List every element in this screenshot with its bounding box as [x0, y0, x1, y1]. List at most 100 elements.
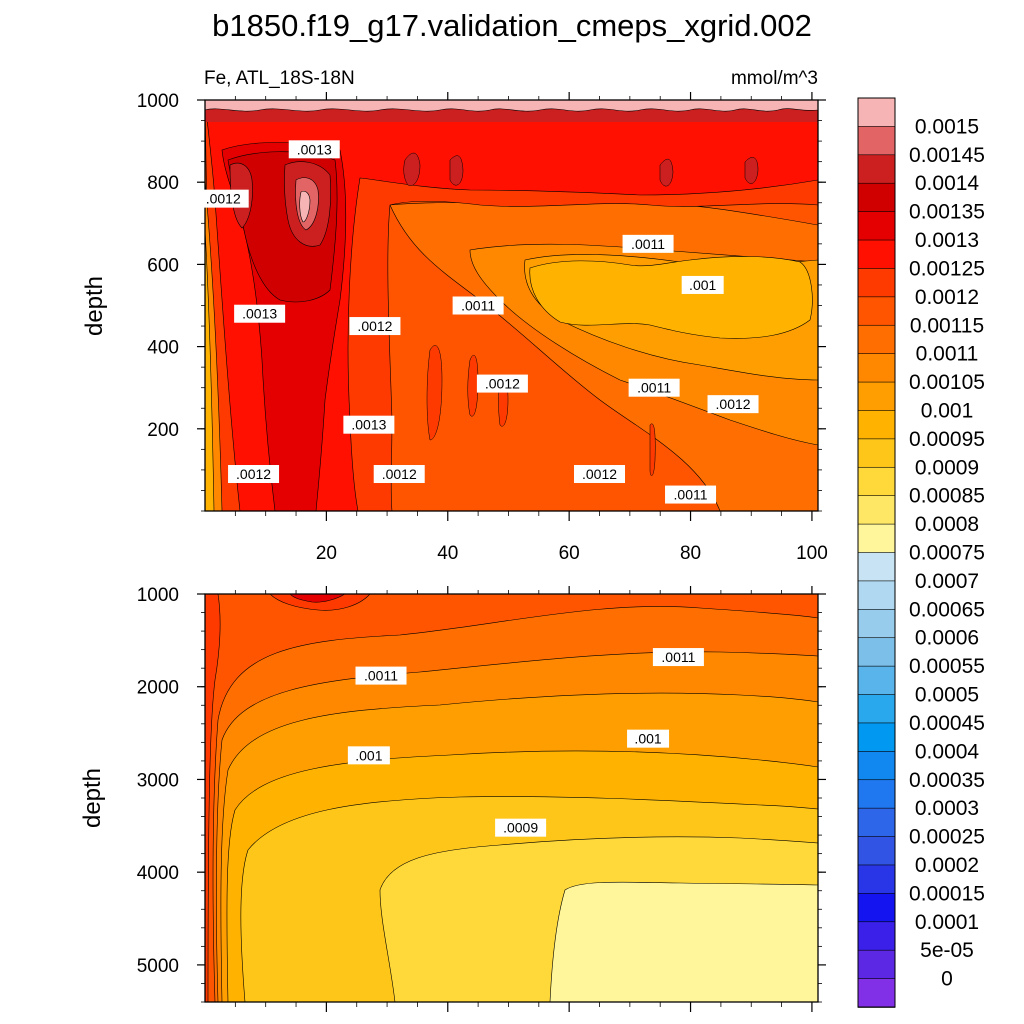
contour-label-text: .0012	[236, 466, 271, 482]
colorbar-box	[857, 268, 896, 298]
contour-label: .0013	[234, 304, 286, 323]
subtitle-right: mmol/m^3	[731, 68, 818, 89]
y-tick-label: 5000	[137, 956, 179, 977]
colorbar: 0.0015 0.00145 0.0014 0.00135 0.0013 0.00125 0…	[857, 97, 985, 1008]
lower-band-00125-top	[289, 594, 346, 603]
upper-contour-fill	[205, 100, 818, 511]
contour-label-text: .0012	[485, 376, 520, 392]
colorbar-label: 0.0005	[915, 684, 979, 707]
contour-label-text: .0013	[351, 417, 386, 433]
lower-contour-fill	[205, 594, 818, 1002]
lower-ylabel: depth	[79, 768, 106, 828]
contour-label: .0011	[652, 648, 704, 667]
colorbar-box	[857, 751, 896, 781]
upper-deep-cells	[426, 345, 656, 476]
colorbar-label: 0.001	[921, 399, 974, 422]
contour-label-bg	[288, 140, 340, 159]
contour-label-bg	[373, 465, 425, 484]
contour-label-bg	[228, 465, 280, 484]
colorbar-label: 0.00045	[909, 712, 985, 735]
contour-label: .0011	[628, 378, 680, 397]
contour-label-text: .001	[634, 731, 661, 747]
contour-label-bg	[665, 485, 717, 504]
y-tick-label: 3000	[137, 770, 179, 791]
colorbar-label: 0.0011	[916, 343, 979, 366]
y-tick-label: 1000	[137, 91, 179, 112]
contour-label: .0011	[622, 234, 674, 253]
contour-label-text: .0011	[461, 298, 495, 314]
colorbar-label: 0.00125	[909, 257, 985, 280]
colorbar-box	[857, 495, 896, 525]
contour-label-bg	[343, 415, 395, 434]
y-tick-label: 600	[147, 255, 179, 276]
y-tick-label: 1000	[137, 585, 179, 606]
contour-label-bg	[652, 648, 704, 667]
x-tick-label: 20	[316, 543, 337, 564]
upper-ticks: 200 400 600 800 1000 20 40 60 80 100	[137, 91, 828, 564]
colorbar-label: 0.0008	[915, 513, 979, 536]
colorbar-box	[857, 580, 896, 611]
colorbar-box	[857, 921, 896, 951]
contour-label-text: .0012	[716, 396, 751, 412]
contour-label-text: .0011	[364, 668, 398, 684]
x-tick-label: 40	[437, 543, 458, 564]
contour-label-bg	[349, 317, 401, 336]
contour-label-bg	[234, 304, 286, 323]
contour-label: .0012	[373, 465, 425, 484]
lower-ticks: 1000 2000 3000 4000 5000	[137, 585, 826, 1012]
colorbar-box	[857, 978, 896, 1008]
colorbar-box	[857, 296, 896, 327]
colorbar-box	[857, 353, 896, 383]
upper-contour-labels: .0012 .0012 .0012 .0011 .0013 .0012 .0011 .0012…	[197, 140, 759, 504]
contour-label-text: .0009	[503, 820, 538, 836]
y-tick-label: 400	[147, 338, 179, 359]
contour-label-text: .001	[355, 747, 382, 763]
contour-label-bg	[681, 275, 724, 294]
contour-label: .0013	[343, 415, 395, 434]
contour-label-text: .001	[689, 277, 716, 293]
contour-label-bg	[347, 746, 390, 765]
colorbar-box	[857, 552, 896, 582]
colorbar-box	[857, 864, 896, 895]
upper-band-0015	[299, 190, 311, 223]
contour-label: .0009	[495, 818, 547, 837]
lower-left-edge	[205, 594, 221, 1002]
upper-left-edge-gradient-2	[205, 229, 215, 511]
colorbar-box	[857, 807, 896, 838]
colorbar-label: 0.00105	[909, 371, 985, 394]
y-tick-label: 4000	[137, 863, 179, 884]
colorbar-label: 0.00095	[909, 428, 985, 451]
contour-label-bg	[628, 378, 680, 397]
colorbar-label: 0.00075	[909, 542, 985, 565]
colorbar-box	[857, 239, 896, 270]
colorbar-box	[857, 324, 896, 355]
upper-surface-dark-cells	[403, 152, 759, 187]
colorbar-box	[857, 523, 896, 554]
contour-label-bg	[197, 189, 249, 208]
y-tick-label: 200	[147, 420, 179, 441]
colorbar-label: 0.0012	[915, 286, 979, 309]
colorbar-label: 0.00015	[909, 882, 985, 905]
contour-label: .0011	[355, 666, 407, 685]
colorbar-box	[857, 154, 896, 185]
colorbar-label: 0.00025	[909, 826, 985, 849]
contour-label: .0013	[288, 140, 340, 159]
upper-band-00095	[529, 256, 813, 339]
contour-label: .0012	[574, 465, 626, 484]
upper-surface-peaks	[205, 100, 818, 112]
colorbar-label: 0.00035	[909, 769, 985, 792]
colorbar-label: 0.0002	[915, 854, 979, 877]
subtitle-left: Fe, ATL_18S-18N	[204, 68, 355, 89]
colorbar-label: 0.00135	[909, 201, 985, 224]
colorbar-label: 0.0006	[915, 627, 979, 650]
colorbar-box	[857, 722, 896, 753]
contour-label-text: .0011	[631, 236, 665, 252]
colorbar-box	[857, 182, 896, 213]
colorbar-label: 0.00145	[909, 144, 985, 167]
colorbar-box	[857, 126, 896, 156]
colorbar-box	[857, 410, 896, 440]
contour-label: .0012	[349, 317, 401, 336]
contour-label-text: .0012	[357, 318, 392, 334]
y-tick-label: 2000	[137, 678, 179, 699]
